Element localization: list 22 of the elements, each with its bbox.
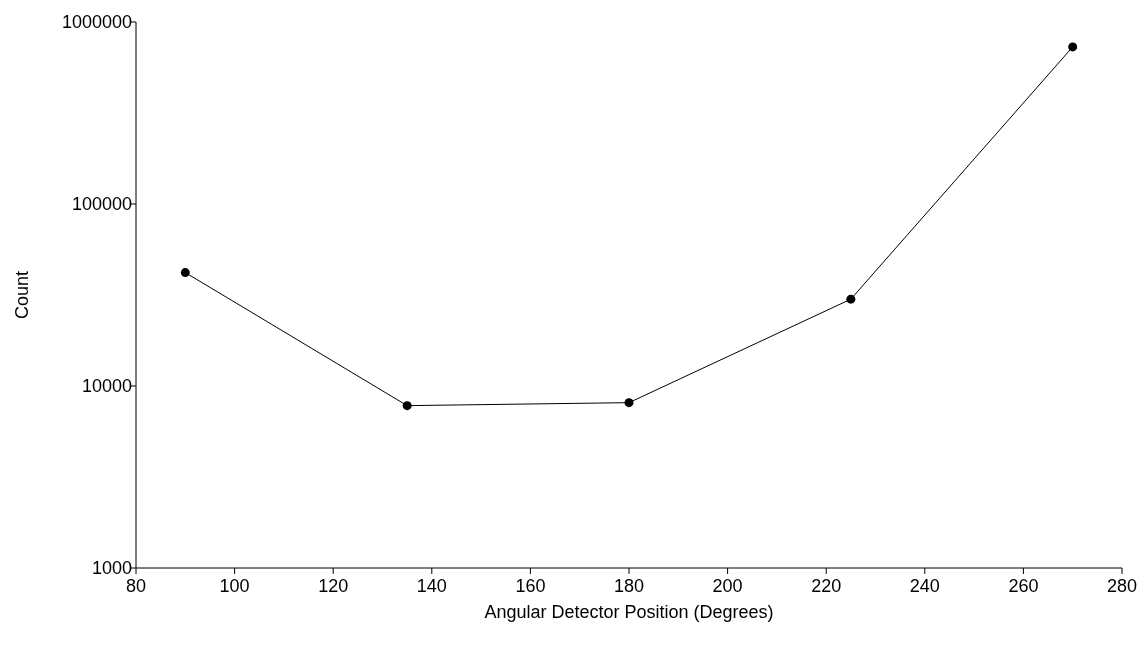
point — [402, 401, 412, 411]
x-tick-label: 260 — [1008, 576, 1039, 596]
x-tick-label: 120 — [318, 576, 349, 596]
point — [180, 268, 190, 278]
x-tick-label: 180 — [613, 576, 645, 596]
y-tick-label: 100000 — [71, 194, 132, 214]
x-tick-label: 220 — [811, 576, 842, 596]
x-tick-label: 200 — [712, 576, 743, 596]
point — [1068, 42, 1078, 52]
x-tick-label: 80 — [125, 576, 147, 596]
y-axis-title: Count — [12, 270, 32, 320]
point — [846, 294, 856, 304]
y-tick-label: 1000 — [91, 558, 132, 578]
x-tick-label: 100 — [219, 576, 250, 596]
x-tick-label: 140 — [416, 576, 447, 596]
y-tick-label: 1000000 — [61, 12, 132, 32]
x-tick-label: 160 — [515, 576, 546, 596]
x-axis-title: Angular Detector Position (Degrees) — [484, 602, 774, 622]
y-tick-label: 10000 — [81, 376, 132, 396]
x-tick-label: 280 — [1106, 576, 1138, 596]
x-tick-label: 240 — [909, 576, 940, 596]
point — [624, 398, 634, 408]
